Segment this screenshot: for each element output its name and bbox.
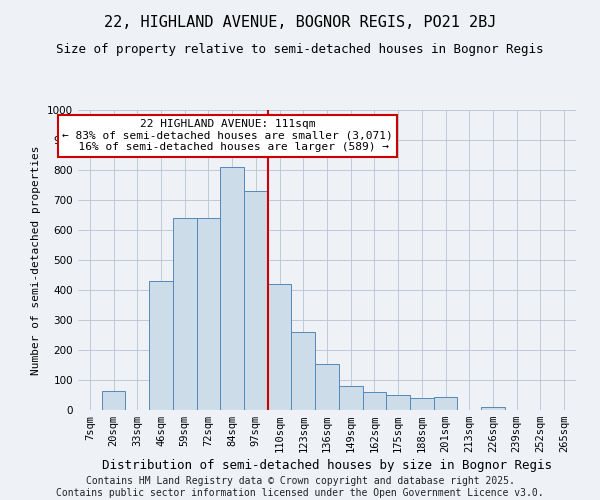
Bar xyxy=(339,386,362,410)
Bar xyxy=(362,392,386,410)
Text: 22 HIGHLAND AVENUE: 111sqm
← 83% of semi-detached houses are smaller (3,071)
  1: 22 HIGHLAND AVENUE: 111sqm ← 83% of semi… xyxy=(62,119,393,152)
Text: 22, HIGHLAND AVENUE, BOGNOR REGIS, PO21 2BJ: 22, HIGHLAND AVENUE, BOGNOR REGIS, PO21 … xyxy=(104,15,496,30)
Bar xyxy=(434,396,457,410)
Text: Contains HM Land Registry data © Crown copyright and database right 2025.
Contai: Contains HM Land Registry data © Crown c… xyxy=(56,476,544,498)
Bar xyxy=(268,284,292,410)
Bar xyxy=(292,332,315,410)
Y-axis label: Number of semi-detached properties: Number of semi-detached properties xyxy=(31,145,41,375)
Bar xyxy=(244,191,268,410)
Bar xyxy=(386,395,410,410)
Bar xyxy=(481,407,505,410)
Bar xyxy=(173,218,197,410)
Bar xyxy=(197,218,220,410)
Bar xyxy=(315,364,339,410)
Bar xyxy=(102,390,125,410)
X-axis label: Distribution of semi-detached houses by size in Bognor Regis: Distribution of semi-detached houses by … xyxy=(102,460,552,472)
Bar xyxy=(149,281,173,410)
Text: Size of property relative to semi-detached houses in Bognor Regis: Size of property relative to semi-detach… xyxy=(56,42,544,56)
Bar xyxy=(410,398,434,410)
Bar xyxy=(220,167,244,410)
